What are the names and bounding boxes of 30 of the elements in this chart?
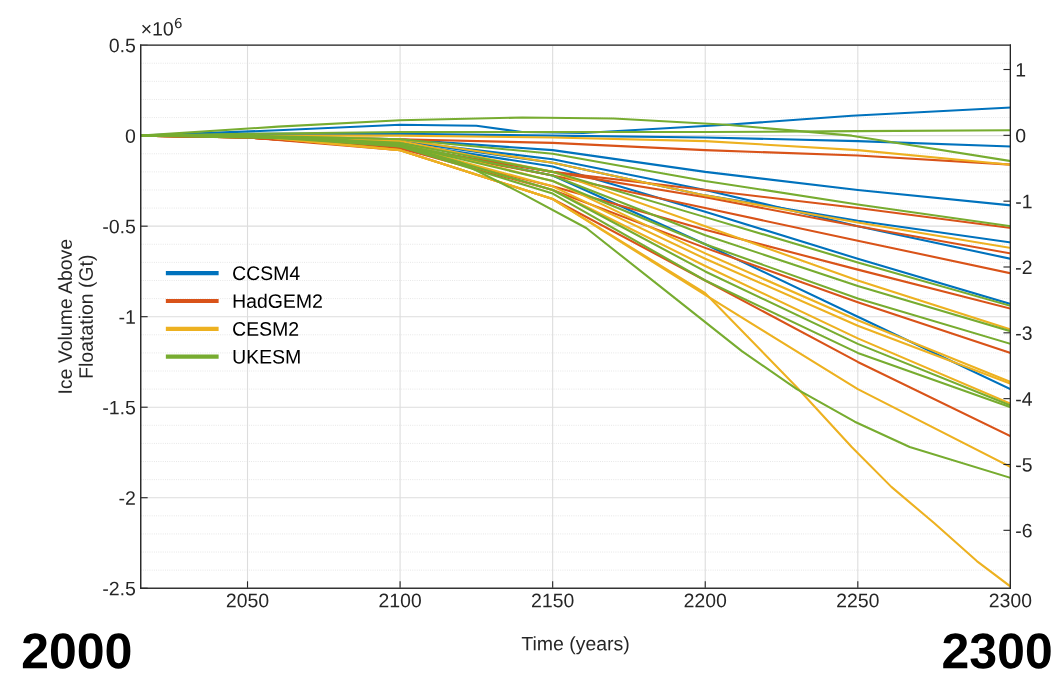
x-tick-label: 2150 — [532, 593, 574, 608]
y-tick-label: 0.5 — [109, 38, 136, 53]
y-tick-label: -1.5 — [103, 400, 136, 415]
y-tick-label: -2 — [119, 491, 135, 505]
x-tick-label: 2300 — [989, 593, 1032, 608]
y2-tick-label: -4 — [1016, 392, 1032, 406]
y-tick-label: -2.5 — [103, 581, 136, 596]
legend-label: CESM2 — [233, 322, 299, 336]
legend-label: HadGEM2 — [233, 293, 322, 308]
y2-tick-label: 0 — [1016, 128, 1026, 143]
y-tick-label: -0.5 — [103, 219, 136, 234]
text: 2000 — [22, 633, 131, 669]
text: 2300 — [943, 633, 1051, 669]
x-axis-title: Time (years) — [521, 636, 629, 655]
legend-label: CCSM4 — [233, 266, 300, 281]
y2-tick-label: -1 — [1016, 194, 1032, 209]
x-tick-label: 2050 — [226, 593, 269, 608]
legend-label: UKESM — [233, 349, 300, 364]
y2-tick-label: -5 — [1016, 458, 1032, 472]
x-tick-label: 2100 — [379, 593, 421, 608]
text: ×10$^{6}$ — [142, 17, 182, 36]
y-axis-title: Ice Volume Above Floatation (Gt) — [57, 239, 97, 393]
y-tick-label: -1 — [119, 310, 135, 324]
x-tick-label: 2200 — [684, 593, 727, 608]
y2-tick-label: -2 — [1016, 260, 1032, 275]
x-tick-label: 2250 — [837, 593, 879, 608]
y2-tick-label: -6 — [1016, 523, 1032, 538]
y2-tick-label: -3 — [1016, 326, 1032, 341]
y2-tick-label: 1 — [1016, 63, 1026, 77]
y-tick-label: 0 — [125, 129, 136, 143]
